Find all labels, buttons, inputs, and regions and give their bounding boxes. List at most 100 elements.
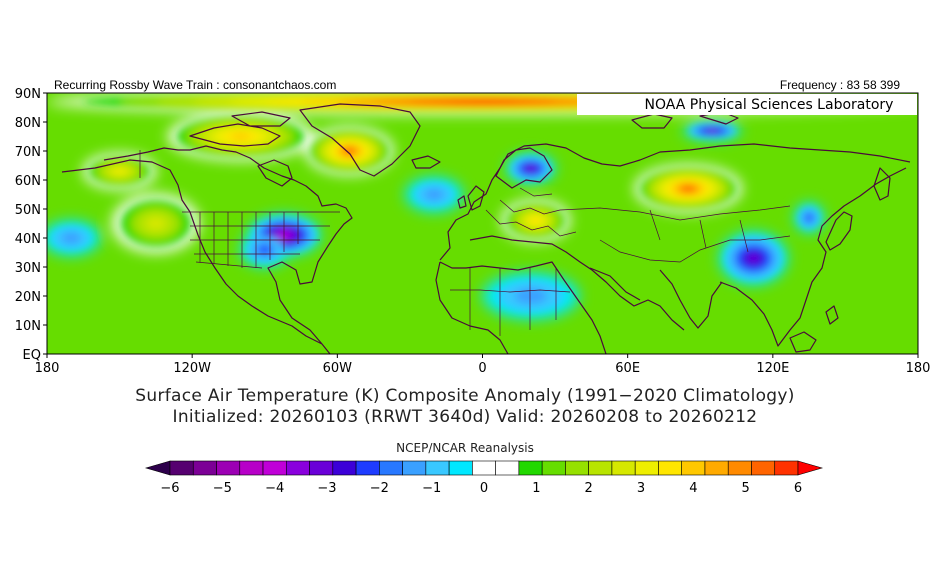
lat-tick-label: 80N [15,116,41,131]
colorbar-swatch [658,460,683,476]
lat-tick-label: 10N [15,319,41,334]
colorbar-tick-label: −1 [422,481,441,496]
colorbar-tick-label: 2 [585,481,593,496]
coastline-africa [435,261,607,354]
colorbar-swatch [518,460,543,476]
colorbar-swatch [588,460,613,476]
colorbar-swatch [239,460,264,476]
border-us-mexico [195,261,263,269]
colorbar-tick-label: 1 [532,481,540,496]
inset-label-box [577,94,917,115]
anomaly-canada-arctic-warm-level-7 [231,133,250,140]
colorbar-swatch [611,460,636,476]
coastlines [61,103,911,354]
anomaly-pacific-northeast-warm-level-4 [147,217,165,230]
colorbar-tick-label: 4 [689,481,697,496]
coastline-east-asia [719,167,907,347]
colorbar-max-arrow [797,460,824,476]
colorbar: −6 −5 −4 −3 −2 −1 0 1 2 3 4 5 6 [144,460,824,496]
coastline-british-isles [457,185,485,211]
title-line-2: Initialized: 20260103 (RRWT 3640d) Valid… [172,407,758,427]
us-state-grid [190,212,330,268]
colorbar-swatch [192,460,217,476]
header-left: Recurring Rossby Wave Train : consonantc… [54,78,337,92]
lat-tick-label: 60N [15,174,41,189]
anomaly-scandinavia-cold-level-5 [526,165,535,172]
coastline-hudson-bay [257,159,293,187]
lat-tick-label: 70N [15,145,41,160]
lon-tick-label: 120W [173,361,211,376]
coastline-iceland [411,155,441,169]
colorbar-swatch [402,460,427,476]
lon-tick-label: 60E [615,361,640,376]
lat-tick-label: 50N [15,203,41,218]
borders-asia [559,205,791,263]
coastline-arabia-india [589,267,723,329]
colorbar-tick-label: −6 [160,481,179,496]
colorbar-swatch [565,460,589,476]
coastline-se-asia-islands [789,305,839,353]
lon-tick-label: 60W [323,361,353,376]
colorbar-swatch [448,460,473,476]
colorbar-swatch [309,460,334,476]
colorbar-swatch [379,460,403,476]
colorbar-swatch [355,460,380,476]
borders-africa [450,268,571,336]
coastline-arctic-islands [189,111,291,147]
colorbar-swatch [495,460,520,476]
coastline-kamchatka [873,167,891,201]
anomaly-north-atlantic-cool-level-2 [424,188,444,201]
colorbar-tick-label: 0 [480,481,488,496]
lat-tick-label: 90N [15,87,41,102]
anomaly-arctic-ocean-warm-level-11 [446,98,519,105]
coastline-greenland [299,103,421,177]
anomaly-alaska-warm-level-5 [113,168,126,175]
colorbar-tick-label: −3 [317,481,336,496]
inset-label: NOAA Physical Sciences Laboratory [645,97,894,113]
borders-europe [485,187,577,237]
map-panel [47,93,918,354]
anomaly-europe-warm-level-6 [530,217,541,224]
anomaly-japan-cool-level-3 [805,214,813,222]
colorbar-tick-label: 5 [742,481,750,496]
colorbar-tick-label: −2 [370,481,389,496]
colorbar-tick-label: 3 [637,481,645,496]
lon-tick-label: 0 [478,361,486,376]
anomaly-siberia-warm-level-9 [682,185,694,192]
colorbar-swatch [704,460,729,476]
colorbar-tick-label: −5 [213,481,232,496]
anomaly-arctic-siberia-cold-level-5 [707,127,718,134]
anomaly-pacific-west-cool-level-2 [61,232,81,244]
lat-tick-label: EQ [23,348,41,363]
colorbar-swatch [681,460,706,476]
colorbar-swatch [472,460,496,476]
anomaly-us-central-cool-level-3 [258,245,271,254]
coastline-scandinavia [495,147,553,189]
colorbar-swatch [216,460,241,476]
colorbar-swatch [332,460,357,476]
lat-tick-label: 30N [15,261,41,276]
coastline-europe [439,143,911,261]
colorbar-tick-label: −4 [265,481,284,496]
lon-tick-label: 120E [756,361,789,376]
anomaly-east-asia-cold-level-5 [747,253,760,263]
colorbar-swatch [425,460,450,476]
colorbar-swatch [541,460,566,476]
colorbar-swatch [774,460,799,476]
colorbar-swatch [169,460,194,476]
colorbar-min-arrow [144,460,171,476]
anomaly-greenland-warm-level-9 [345,148,354,154]
header-right: Frequency : 83 58 399 [779,78,900,92]
colorbar-swatch [727,460,752,476]
title-line-1: Surface Air Temperature (K) Composite An… [135,386,795,406]
colorbar-swatch [262,460,287,476]
colorbar-swatch [751,460,776,476]
colorbar-swatch [634,460,659,476]
coastline-japan [825,211,853,251]
lon-tick-label: 180 [35,361,60,376]
borders [139,150,791,336]
coastline-mediterranean [469,235,685,331]
